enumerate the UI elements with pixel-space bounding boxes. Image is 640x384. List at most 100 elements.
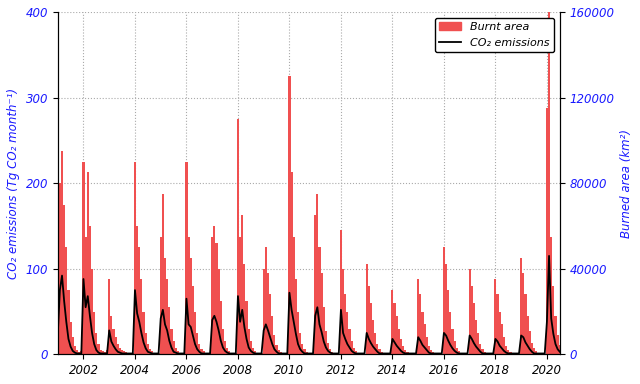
Bar xyxy=(228,351,230,354)
Bar xyxy=(503,337,505,354)
Bar xyxy=(342,269,344,354)
Bar xyxy=(170,329,173,354)
Bar xyxy=(275,345,278,354)
Bar xyxy=(314,215,316,354)
Bar xyxy=(222,329,224,354)
Bar xyxy=(143,311,145,354)
Bar xyxy=(299,333,301,354)
Bar xyxy=(319,247,321,354)
Bar xyxy=(95,333,97,354)
Bar xyxy=(289,76,291,354)
Bar xyxy=(198,344,200,354)
Bar xyxy=(179,353,181,354)
Bar xyxy=(400,339,402,354)
Bar xyxy=(65,247,67,354)
Bar xyxy=(456,348,458,354)
Bar xyxy=(102,351,104,354)
Bar xyxy=(368,286,370,354)
Bar xyxy=(220,301,222,354)
Y-axis label: CO₂ emissions (Tg CO₂ month⁻¹): CO₂ emissions (Tg CO₂ month⁻¹) xyxy=(7,88,20,279)
Bar xyxy=(110,316,113,354)
Bar xyxy=(406,352,408,354)
Bar xyxy=(563,352,565,354)
Bar xyxy=(301,344,303,354)
Bar xyxy=(151,351,153,354)
Bar xyxy=(262,269,265,354)
Bar xyxy=(353,348,355,354)
Bar xyxy=(509,352,511,354)
Bar xyxy=(359,353,362,354)
Bar xyxy=(243,265,246,354)
Bar xyxy=(505,346,508,354)
Bar xyxy=(256,353,259,354)
Bar xyxy=(59,183,61,354)
Bar xyxy=(323,307,325,354)
Bar xyxy=(565,353,567,354)
Bar xyxy=(78,352,80,354)
Bar xyxy=(443,247,445,354)
Bar xyxy=(157,353,159,354)
Bar xyxy=(80,351,83,354)
Bar xyxy=(473,303,475,354)
Legend: Burnt area, CO₂ emissions: Burnt area, CO₂ emissions xyxy=(435,18,554,52)
Bar xyxy=(511,353,514,354)
Bar xyxy=(186,162,188,354)
Bar xyxy=(426,337,428,354)
Bar xyxy=(134,162,136,354)
Bar xyxy=(177,351,179,354)
Bar xyxy=(527,316,529,354)
Bar xyxy=(432,352,435,354)
Bar xyxy=(484,352,486,354)
Bar xyxy=(250,341,252,354)
Bar xyxy=(211,237,213,354)
Bar xyxy=(89,226,91,354)
Bar xyxy=(394,303,396,354)
Bar xyxy=(531,343,533,354)
Bar xyxy=(475,320,477,354)
Bar xyxy=(383,353,385,354)
Bar xyxy=(351,341,353,354)
Bar xyxy=(282,353,284,354)
Bar xyxy=(291,172,292,354)
Bar xyxy=(333,353,335,354)
Bar xyxy=(278,350,280,354)
Bar xyxy=(451,329,454,354)
Bar xyxy=(391,290,394,354)
Bar xyxy=(445,265,447,354)
Bar xyxy=(70,322,72,354)
Bar xyxy=(468,269,471,354)
Bar xyxy=(325,331,327,354)
Bar xyxy=(123,351,125,354)
Bar xyxy=(481,349,484,354)
Bar xyxy=(372,320,374,354)
Bar xyxy=(378,349,381,354)
Bar xyxy=(224,341,226,354)
Bar xyxy=(86,172,89,354)
Bar xyxy=(497,295,499,354)
Bar xyxy=(205,353,207,354)
Bar xyxy=(365,265,368,354)
Bar xyxy=(398,329,400,354)
Bar xyxy=(554,316,557,354)
Bar xyxy=(145,333,147,354)
Bar xyxy=(408,353,411,354)
Bar xyxy=(153,353,156,354)
Bar xyxy=(207,353,209,354)
Bar xyxy=(271,316,273,354)
Bar xyxy=(332,352,333,354)
Bar xyxy=(404,350,406,354)
Bar xyxy=(97,344,100,354)
Bar xyxy=(329,349,332,354)
Bar xyxy=(93,311,95,354)
Bar xyxy=(280,352,282,354)
Bar xyxy=(202,351,205,354)
Bar xyxy=(200,349,202,354)
Bar xyxy=(76,350,78,354)
Bar xyxy=(370,303,372,354)
Bar xyxy=(520,258,522,354)
Bar xyxy=(72,337,74,354)
Bar xyxy=(477,333,479,354)
Bar xyxy=(559,345,561,354)
Bar xyxy=(83,162,84,354)
Bar xyxy=(508,350,509,354)
